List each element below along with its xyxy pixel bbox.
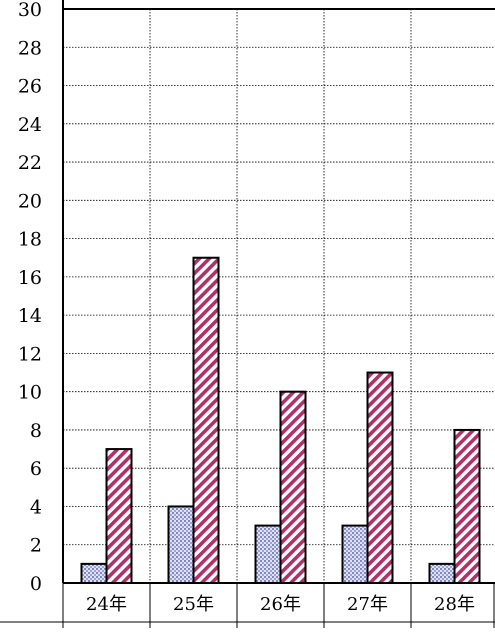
gridlines — [63, 8, 495, 583]
y-tick-label: 30 — [18, 0, 42, 21]
y-tick-label: 12 — [18, 343, 42, 365]
x-tick-label: 24年 — [86, 594, 127, 615]
y-tick-label: 16 — [18, 267, 42, 289]
y-tick-label: 14 — [18, 305, 42, 327]
x-tick-label: 26年 — [260, 594, 301, 615]
y-tick-label: 8 — [30, 420, 42, 442]
y-tick-label: 2 — [30, 535, 42, 557]
x-tick-label: 27年 — [347, 594, 388, 615]
x-tick-label: 28年 — [434, 594, 475, 615]
x-tick-label: 25年 — [173, 594, 214, 615]
bar-series1-3 — [254, 524, 282, 584]
y-tick-label: 6 — [30, 458, 42, 480]
bar-series2-4 — [366, 371, 394, 584]
y-tick-label: 24 — [18, 114, 42, 136]
y-tick-label: 26 — [18, 76, 42, 98]
bar-series2-1 — [105, 448, 133, 585]
bar-series2-2 — [192, 256, 220, 584]
bars — [80, 256, 481, 585]
y-tick-label: 28 — [18, 37, 42, 59]
y-tick-label: 22 — [18, 152, 42, 174]
bar-series1-4 — [341, 524, 369, 584]
y-tick-label: 18 — [18, 229, 42, 251]
bar-series2-3 — [279, 390, 307, 584]
bar-series1-5 — [428, 562, 456, 584]
y-tick-label: 20 — [18, 190, 42, 212]
y-tick-label: 0 — [30, 573, 42, 595]
bar-series1-2 — [167, 505, 195, 585]
bar-series2-5 — [453, 428, 481, 584]
x-tick-labels: 24年 25年 26年 27年 28年 — [86, 594, 475, 615]
y-tick-label: 4 — [30, 496, 42, 518]
y-tick-label: 10 — [18, 382, 42, 404]
bar-series1-1 — [80, 562, 108, 584]
